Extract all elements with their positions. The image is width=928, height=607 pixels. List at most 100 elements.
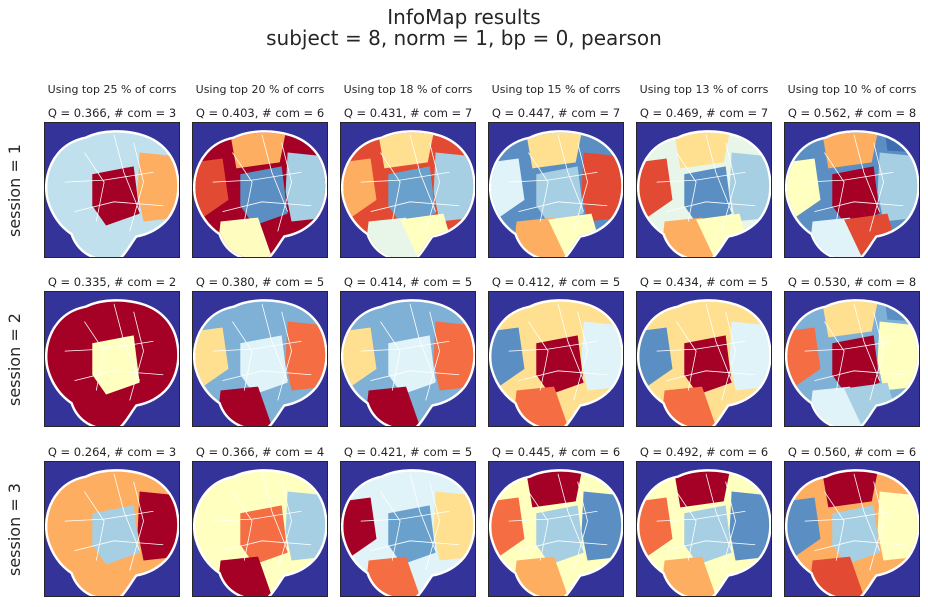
community-map	[637, 469, 771, 596]
region-boundary	[113, 134, 140, 212]
panel-q-label: Q = 0.412, # com = 5	[491, 275, 621, 289]
community-map-panel	[340, 122, 476, 258]
community-region	[491, 327, 525, 387]
region-boundary	[129, 481, 144, 571]
panel-q-label: Q = 0.560, # com = 6	[787, 445, 917, 459]
column-label: Using top 18 % of corrs	[343, 83, 473, 96]
region-boundary	[212, 171, 302, 183]
community-region	[787, 327, 821, 387]
panel-q-label: Q = 0.421, # com = 5	[343, 445, 473, 459]
row-label: session = 3	[4, 482, 24, 576]
region-boundary	[277, 311, 292, 401]
region-boundary	[370, 540, 460, 552]
region-boundary	[212, 510, 302, 522]
row-label: session = 2	[4, 312, 24, 406]
community-region	[343, 327, 377, 387]
panel-q-label: Q = 0.335, # com = 2	[47, 275, 177, 289]
community-region	[216, 386, 272, 426]
region-boundary	[74, 540, 164, 552]
community-map-panel	[340, 461, 476, 597]
region-boundary	[824, 321, 845, 391]
region-boundary	[113, 473, 140, 551]
region-boundary	[129, 142, 144, 232]
column-label: Using top 10 % of corrs	[787, 83, 917, 96]
region-boundary	[528, 152, 549, 222]
region-boundary	[676, 152, 697, 222]
community-map-panel	[192, 122, 328, 258]
row-label: session = 1	[4, 143, 24, 237]
community-map	[489, 299, 623, 426]
community-map-panel	[636, 122, 772, 258]
region-boundary	[425, 142, 440, 232]
community-map-panel	[636, 291, 772, 427]
region-boundary	[360, 510, 450, 522]
community-region	[524, 132, 584, 169]
community-map	[637, 299, 771, 426]
region-boundary	[425, 311, 440, 401]
region-boundary	[64, 340, 154, 352]
community-map-panel	[192, 291, 328, 427]
region-boundary	[232, 321, 253, 391]
column-label: Using top 20 % of corrs	[195, 83, 325, 96]
region-boundary	[74, 201, 164, 213]
region-boundary	[705, 134, 732, 212]
community-region	[491, 158, 525, 218]
community-region	[512, 386, 568, 426]
region-boundary	[212, 340, 302, 352]
community-region	[639, 327, 673, 387]
community-map	[341, 130, 475, 257]
community-map	[785, 469, 919, 596]
region-boundary	[84, 491, 105, 561]
community-region	[820, 301, 880, 338]
community-map-panel	[44, 291, 180, 427]
region-boundary	[232, 152, 253, 222]
community-map-panel	[488, 461, 624, 597]
region-boundary	[853, 134, 880, 212]
panel-q-label: Q = 0.447, # com = 7	[491, 106, 621, 120]
region-boundary	[380, 321, 401, 391]
panel-q-label: Q = 0.414, # com = 5	[343, 275, 473, 289]
community-map-panel	[488, 291, 624, 427]
community-map	[637, 130, 771, 257]
region-boundary	[74, 370, 164, 382]
region-boundary	[360, 171, 450, 183]
region-boundary	[129, 311, 144, 401]
community-region	[512, 556, 568, 596]
community-region	[364, 556, 420, 596]
community-map-panel	[784, 291, 920, 427]
region-boundary	[261, 473, 288, 551]
community-region	[639, 497, 673, 557]
community-region	[787, 497, 821, 557]
region-boundary	[573, 311, 588, 401]
community-region	[808, 556, 864, 596]
panel-q-label: Q = 0.264, # com = 3	[47, 445, 177, 459]
region-boundary	[425, 481, 440, 571]
region-boundary	[557, 134, 584, 212]
community-region	[376, 132, 436, 169]
region-boundary	[370, 201, 460, 213]
community-map	[489, 130, 623, 257]
region-boundary	[656, 340, 746, 352]
region-boundary	[656, 510, 746, 522]
panel-q-label: Q = 0.366, # com = 4	[195, 445, 325, 459]
figure-title: InfoMap results	[387, 5, 541, 29]
community-map	[193, 299, 327, 426]
panel-q-label: Q = 0.492, # com = 6	[639, 445, 769, 459]
region-boundary	[869, 481, 884, 571]
region-boundary	[557, 303, 584, 381]
community-map-panel	[340, 291, 476, 427]
community-map	[193, 469, 327, 596]
region-boundary	[508, 171, 598, 183]
region-boundary	[370, 370, 460, 382]
region-boundary	[380, 491, 401, 561]
panel-q-label: Q = 0.403, # com = 6	[195, 106, 325, 120]
community-region	[660, 556, 716, 596]
region-boundary	[656, 171, 746, 183]
community-region	[216, 217, 272, 257]
region-boundary	[64, 171, 154, 183]
community-region	[660, 386, 716, 426]
community-region	[216, 556, 272, 596]
community-map	[341, 299, 475, 426]
community-map-panel	[784, 122, 920, 258]
community-map	[193, 130, 327, 257]
